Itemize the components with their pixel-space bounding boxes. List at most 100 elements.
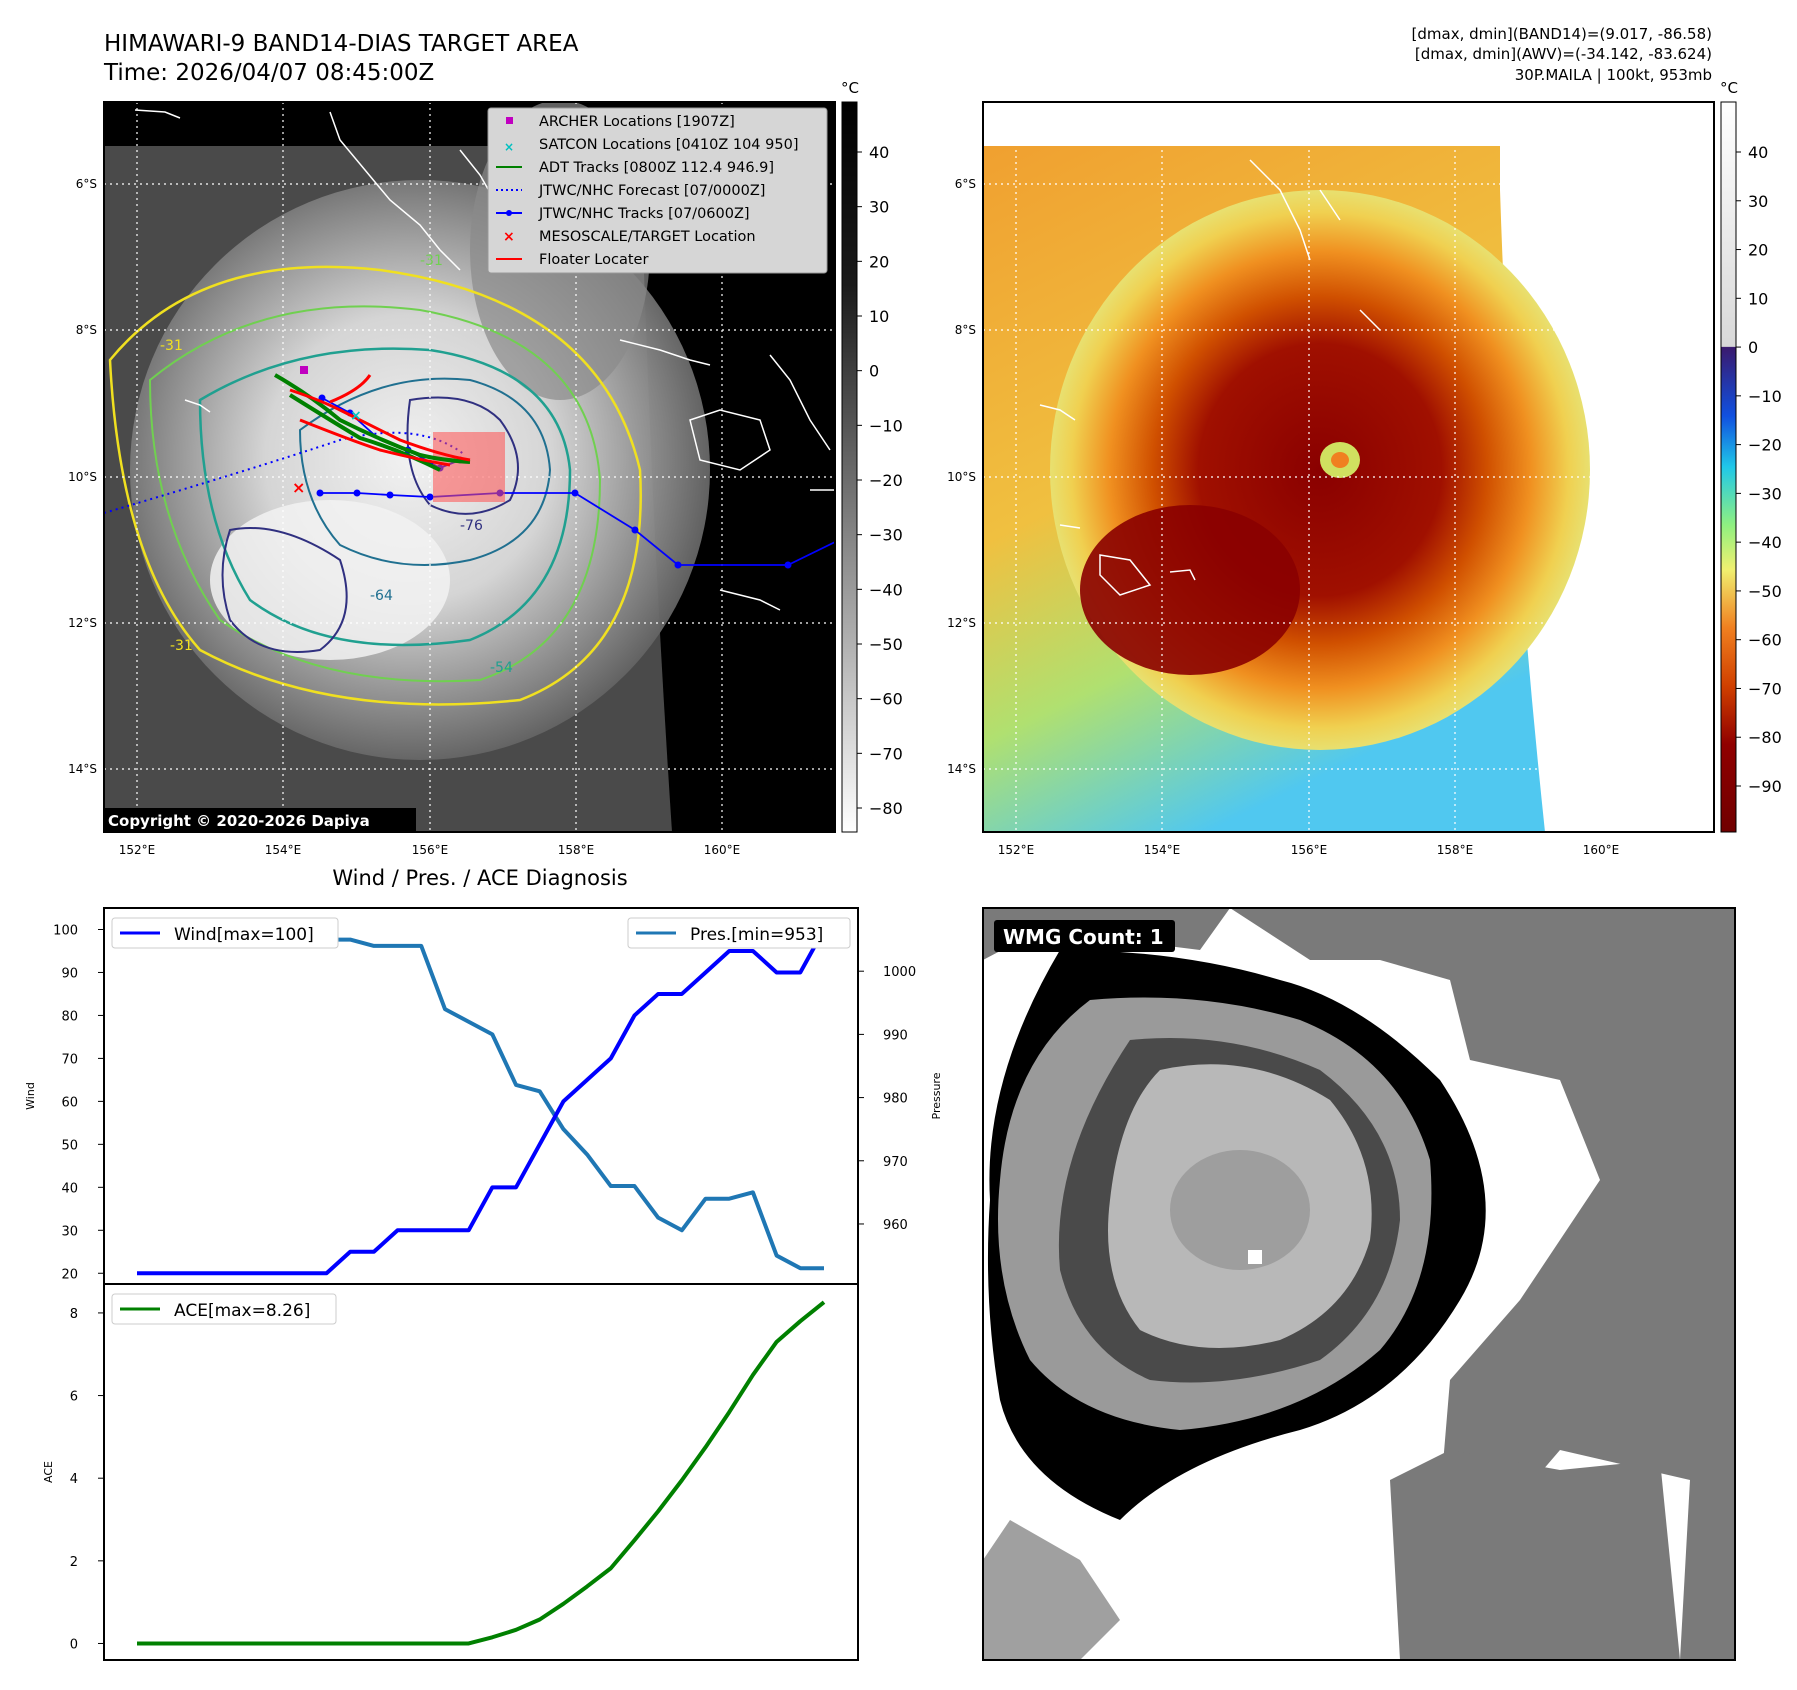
pressure-tick-label: 980: [883, 1092, 908, 1107]
legend-label-satcon: SATCON Locations [0410Z 104 950]: [539, 137, 798, 153]
wind-legend: Wind[max=100]: [111, 917, 339, 949]
ir-gray-map: × × -31 -31 -64 -76 -54 -31 Copyright © …: [68, 101, 836, 857]
svg-text:154°E: 154°E: [265, 843, 302, 857]
copyright-text: Copyright © 2020-2026 Dapiya: [108, 812, 370, 830]
storm-core-enhanced: [1050, 190, 1590, 750]
copyright-box: [104, 808, 416, 832]
info-storm: 30P.MAILA | 100kt, 953mb: [1515, 66, 1712, 84]
legend-label-tracks: JTWC/NHC Tracks [07/0600Z]: [538, 206, 750, 222]
svg-text:8°S: 8°S: [76, 323, 97, 337]
wind-tick-label: 70: [61, 1052, 78, 1067]
colorbar-gray-tick: −30: [869, 526, 903, 545]
satcon-location-marker: ×: [350, 408, 362, 424]
map1-axis-labels: 152°E 154°E 156°E 158°E 160°E 6°S 8°S 10…: [68, 177, 740, 857]
figure-time: Time: 2026/04/07 08:45:00Z: [103, 60, 434, 86]
jtwc-track: [320, 492, 835, 566]
ace-tick-label: 6: [70, 1390, 78, 1405]
colorbar-color-tick: −40: [1748, 533, 1782, 552]
svg-text:158°E: 158°E: [1437, 843, 1474, 857]
wind-axis-label: Wind: [24, 1082, 37, 1110]
svg-text:14°S: 14°S: [68, 762, 97, 776]
wind-tick-label: 20: [61, 1267, 78, 1282]
colorbar-gray-tick: 0: [869, 362, 879, 381]
info-band14: [dmax, dmin](BAND14)=(9.017, -86.58): [1412, 25, 1712, 43]
map-legend: × × ARCHER Locations [1907Z] SATCON Loca…: [487, 107, 828, 274]
svg-text:160°E: 160°E: [704, 843, 741, 857]
svg-text:12°S: 12°S: [68, 616, 97, 630]
diagnosis-chart: Wind / Pres. / ACE Diagnosis 10090807060…: [24, 866, 943, 1661]
info-awv: [dmax, dmin](AWV)=(-34.142, -83.624): [1415, 45, 1712, 63]
legend-label-forecast: JTWC/NHC Forecast [07/0000Z]: [538, 183, 765, 199]
svg-text:ACE[max=8.26]: ACE[max=8.26]: [174, 1301, 310, 1321]
contour-minus76: [406, 396, 519, 515]
wind-tick-label: 100: [53, 923, 78, 938]
colorbar-gray-tick: −40: [869, 580, 903, 599]
svg-text:-31: -31: [420, 253, 443, 269]
colorbar-gray-tick: −50: [869, 635, 903, 654]
pressure-legend: Pres.[min=953]: [627, 917, 851, 949]
svg-text:152°E: 152°E: [998, 843, 1035, 857]
colorbar-gray-tick: −10: [869, 416, 903, 435]
wind-series-line: [137, 928, 826, 1276]
colorbar-color-tick: −10: [1748, 387, 1782, 406]
svg-text:-76: -76: [460, 518, 483, 534]
colorbar-color-tick: −90: [1748, 777, 1782, 796]
colorbar-color-tick: 30: [1748, 192, 1768, 211]
svg-text:14°S: 14°S: [947, 762, 976, 776]
chart-title: Wind / Pres. / ACE Diagnosis: [332, 866, 627, 890]
ace-tick-label: 0: [70, 1637, 78, 1652]
svg-text:10°S: 10°S: [947, 470, 976, 484]
colorbar-color-tick: 0: [1748, 338, 1758, 357]
pressure-tick-label: 960: [883, 1218, 908, 1233]
svg-text:°C: °C: [1720, 79, 1738, 97]
jtwc-forecast-track: [104, 431, 466, 514]
ace-tick-label: 8: [70, 1307, 78, 1322]
pressure-axis-label: Pressure: [930, 1072, 943, 1119]
colorbar-color-tick: 40: [1748, 143, 1768, 162]
wmg-count-box: [994, 920, 1175, 952]
ace-tick-label: 4: [70, 1472, 78, 1487]
header: HIMAWARI-9 BAND14-DIAS TARGET AREA Time:…: [103, 25, 1712, 86]
legend-label-archer: ARCHER Locations [1907Z]: [539, 114, 735, 130]
mesoscale-target-box: [433, 432, 505, 502]
pressure-tick-label: 970: [883, 1155, 908, 1170]
colorbar-color-tick: −30: [1748, 484, 1782, 503]
colorbar-gray-tick: −60: [869, 690, 903, 709]
legend-label-floater: Floater Locater: [539, 252, 648, 268]
colorbar-color-tick: −70: [1748, 679, 1782, 698]
upper-axes: [103, 907, 859, 1285]
wind-tick-label: 30: [61, 1224, 78, 1239]
wmg-panel: WMG Count: 1: [982, 907, 1736, 1661]
wmg-outer-band: [1230, 908, 1735, 1660]
wind-tick-label: 40: [61, 1181, 78, 1196]
coastlines-color: [1039, 159, 1381, 596]
ace-axis-label: ACE: [42, 1461, 55, 1483]
colorbar-color-tick: −50: [1748, 582, 1782, 601]
svg-text:6°S: 6°S: [955, 177, 976, 191]
wmg-count-label: WMG Count: 1: [1003, 925, 1164, 949]
legend-mesoscale-icon: ×: [503, 229, 515, 245]
svg-text:°C: °C: [841, 79, 859, 97]
mesoscale-target-marker: ×: [292, 478, 305, 497]
svg-text:154°E: 154°E: [1144, 843, 1181, 857]
contour-minus64: [298, 377, 552, 566]
colorbar-gray-tick: 30: [869, 198, 889, 217]
no-data-region: [640, 146, 835, 832]
colorbar-gray-tick: −70: [869, 744, 903, 763]
svg-text:Wind[max=100]: Wind[max=100]: [174, 925, 314, 945]
legend-label-adt: ADT Tracks [0800Z 112.4 946.9]: [539, 160, 774, 176]
legend-label-mesoscale: MESOSCALE/TARGET Location: [539, 229, 756, 245]
svg-text:6°S: 6°S: [76, 177, 97, 191]
pressure-tick-label: 1000: [883, 965, 916, 980]
colorbar-gray-tick: 20: [869, 252, 889, 271]
pressure-tick-label: 990: [883, 1028, 908, 1043]
svg-text:156°E: 156°E: [1291, 843, 1328, 857]
ace-tick-label: 2: [70, 1555, 78, 1570]
wmg-eye-pixel: [1248, 1250, 1262, 1264]
colorbar-gray-tick: −80: [869, 799, 903, 818]
svg-text:-54: -54: [490, 660, 513, 676]
contour-labels: -31 -31 -64 -76 -54 -31: [160, 253, 513, 676]
lower-axes: [103, 1283, 859, 1661]
contour-minus54: [198, 347, 572, 647]
